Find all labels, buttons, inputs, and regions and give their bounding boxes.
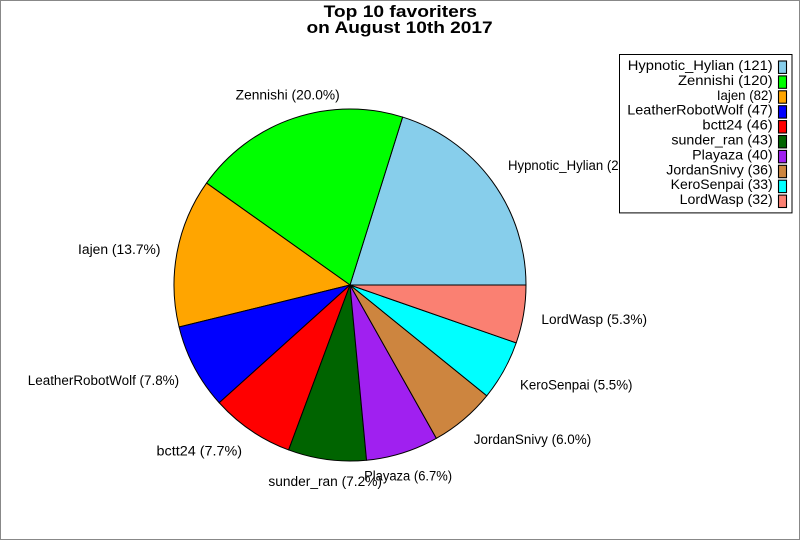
svg-text:JordanSnivy (36): JordanSnivy (36)	[666, 161, 772, 177]
svg-text:LeatherRobotWolf (7.8%): LeatherRobotWolf (7.8%)	[28, 373, 179, 388]
svg-text:Top 10 favoriters: Top 10 favoriters	[324, 3, 477, 21]
svg-text:on August 10th 2017: on August 10th 2017	[307, 19, 493, 37]
svg-text:Playaza (40): Playaza (40)	[692, 146, 773, 162]
svg-text:Zennishi (20.0%): Zennishi (20.0%)	[236, 87, 340, 102]
svg-text:sunder_ran (43): sunder_ran (43)	[671, 132, 772, 148]
svg-text:bctt24 (7.7%): bctt24 (7.7%)	[157, 443, 243, 458]
svg-text:JordanSnivy (6.0%): JordanSnivy (6.0%)	[474, 432, 592, 447]
svg-text:Iajen (82): Iajen (82)	[717, 87, 773, 103]
svg-text:KeroSenpai (5.5%): KeroSenpai (5.5%)	[520, 378, 633, 393]
svg-text:Zennishi (120): Zennishi (120)	[678, 72, 773, 88]
svg-text:LordWasp (32): LordWasp (32)	[680, 191, 773, 207]
svg-text:Hypnotic_Hylian (121): Hypnotic_Hylian (121)	[628, 57, 773, 73]
svg-text:KeroSenpai (33): KeroSenpai (33)	[671, 176, 773, 192]
svg-text:Iajen (13.7%): Iajen (13.7%)	[78, 242, 161, 257]
svg-text:sunder_ran (7.2%): sunder_ran (7.2%)	[268, 474, 382, 489]
svg-text:Hypnotic_Hylian (20.2%): Hypnotic_Hylian (20.2%)	[508, 158, 653, 173]
svg-text:bctt24 (46): bctt24 (46)	[702, 117, 772, 133]
svg-text:Playaza (6.7%): Playaza (6.7%)	[364, 469, 452, 484]
svg-text:LeatherRobotWolf (47): LeatherRobotWolf (47)	[627, 102, 772, 118]
svg-text:LordWasp (5.3%): LordWasp (5.3%)	[541, 312, 647, 327]
